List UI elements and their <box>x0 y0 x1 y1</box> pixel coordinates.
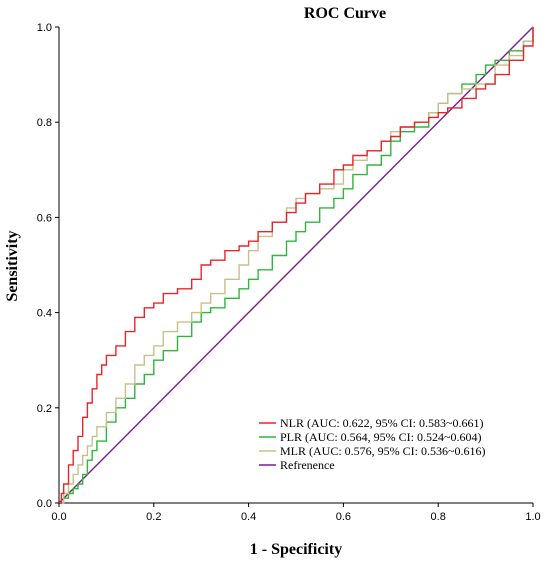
ticks-layer: 0.0 0.2 0.4 0.6 0.8 1.0 0.0 0.2 0.4 0.6 0.8 1.0 <box>37 22 541 523</box>
y-tick-label: 0.2 <box>37 403 52 415</box>
x-tick-label: 0.4 <box>241 511 256 523</box>
y-tick-label: 0.4 <box>37 308 52 320</box>
plot-frame <box>58 27 533 504</box>
legend-label-plr: PLR (AUC: 0.564, 95% CI: 0.524~0.604) <box>280 430 482 444</box>
y-tick-label: 0.0 <box>37 498 52 510</box>
y-tick-label: 0.8 <box>37 117 52 129</box>
x-tick-label: 0.0 <box>51 511 66 523</box>
legend-label-mlr: MLR (AUC: 0.576, 95% CI: 0.536~0.616) <box>280 444 486 458</box>
y-tick-label: 0.6 <box>37 212 52 224</box>
series-line-nlr <box>59 27 534 504</box>
x-tick-label: 0.8 <box>431 511 446 523</box>
legend-label-refrenence: Refrenence <box>280 458 335 472</box>
y-axis-label: Sensitivity <box>4 230 21 301</box>
legend: NLR (AUC: 0.622, 95% CI: 0.583~0.661)PLR… <box>259 416 486 472</box>
x-axis-label: 1 - Specificity <box>250 541 342 558</box>
series-line-mlr <box>59 27 534 504</box>
series-line-refrenence <box>58 26 534 504</box>
x-tick-label: 1.0 <box>525 511 540 523</box>
chart-title: ROC Curve <box>304 5 386 22</box>
legend-label-nlr: NLR (AUC: 0.622, 95% CI: 0.583~0.661) <box>280 416 483 430</box>
y-tick-label: 1.0 <box>37 22 52 34</box>
series-layer <box>58 26 534 504</box>
x-tick-label: 0.6 <box>336 511 351 523</box>
x-tick-label: 0.2 <box>146 511 161 523</box>
